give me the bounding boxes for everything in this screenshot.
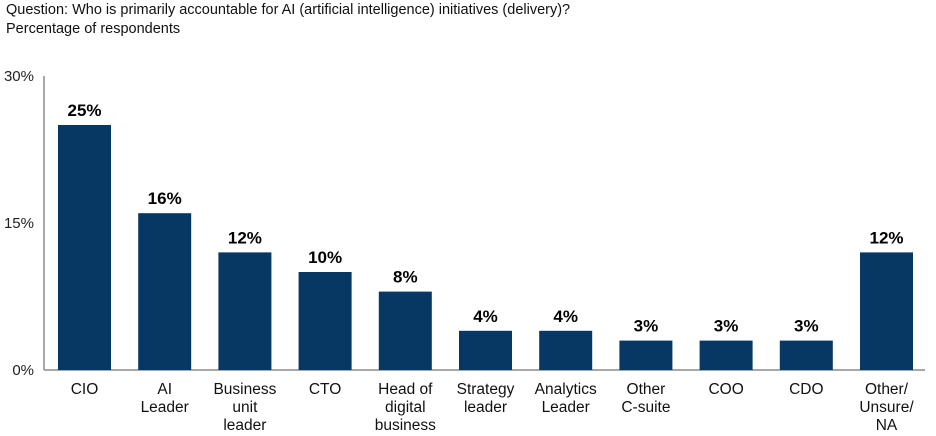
x-tick-label-line: NA bbox=[876, 417, 898, 434]
x-tick-label-line: Head of bbox=[378, 381, 433, 398]
x-tick-label-line: COO bbox=[708, 381, 743, 398]
bar bbox=[298, 272, 352, 370]
data-label: 3% bbox=[714, 317, 739, 336]
chart-subtitle: Percentage of respondents bbox=[6, 21, 181, 37]
bar bbox=[218, 252, 272, 370]
data-label: 12% bbox=[869, 228, 903, 247]
x-tick-label-line: leader bbox=[223, 417, 266, 434]
x-tick-label-line: Leader bbox=[542, 399, 590, 416]
x-tick-label: Strategy leader bbox=[457, 381, 515, 416]
bar bbox=[779, 340, 833, 370]
data-label: 16% bbox=[148, 189, 182, 208]
x-tick-label: CTO bbox=[309, 381, 341, 398]
x-tick-label-line: CTO bbox=[309, 381, 341, 398]
x-tick-label-line: Leader bbox=[141, 399, 189, 416]
chart-question: Question: Who is primarily accountable f… bbox=[6, 2, 571, 18]
x-tick-label-line: CDO bbox=[789, 381, 823, 398]
x-tick-label-line: C-suite bbox=[621, 399, 670, 416]
x-tick-label: Other/Unsure/NA bbox=[859, 381, 914, 434]
x-tick-label-line: Other bbox=[627, 381, 666, 398]
y-tick-label: 30% bbox=[4, 68, 34, 85]
data-label: 4% bbox=[473, 307, 498, 326]
data-label: 12% bbox=[228, 228, 262, 247]
x-tick-label: CIO bbox=[71, 381, 99, 398]
x-tick-label: AI Leader bbox=[141, 381, 189, 416]
x-tick-label: COO bbox=[708, 381, 743, 398]
bar bbox=[58, 125, 111, 370]
x-tick-label: Business unit leader bbox=[213, 381, 276, 434]
x-tick-label-line: AI bbox=[157, 381, 172, 398]
x-tick-label: Head of digital business bbox=[375, 381, 436, 434]
y-tick-label: 15% bbox=[4, 215, 34, 232]
x-tick-label-line: unit bbox=[232, 399, 258, 416]
x-tick-label-line: Unsure/ bbox=[859, 399, 914, 416]
bar bbox=[699, 340, 753, 370]
x-tick-label-line: Business bbox=[213, 381, 276, 398]
y-tick-label: 0% bbox=[12, 362, 34, 379]
x-tick-label: CDO bbox=[789, 381, 823, 398]
bar bbox=[378, 291, 432, 370]
x-tick-label-line: business bbox=[375, 417, 436, 434]
bar bbox=[138, 213, 192, 370]
data-label: 25% bbox=[67, 101, 101, 120]
bar bbox=[459, 330, 512, 370]
data-label: 4% bbox=[553, 307, 578, 326]
x-tick-label-line: CIO bbox=[71, 381, 99, 398]
data-label: 8% bbox=[393, 268, 418, 287]
data-label: 3% bbox=[634, 317, 659, 336]
x-tick-label-line: Strategy bbox=[457, 381, 515, 398]
x-tick-label-line: Other/ bbox=[865, 381, 909, 398]
data-label: 10% bbox=[308, 248, 342, 267]
bar bbox=[860, 252, 913, 370]
x-tick-label-line: Analytics bbox=[535, 381, 597, 398]
x-tick-label: Other C-suite bbox=[621, 381, 670, 416]
x-tick-label: Analytics Leader bbox=[535, 381, 597, 416]
bar bbox=[539, 330, 593, 370]
x-tick-label-line: digital bbox=[385, 399, 426, 416]
x-tick-label-line: leader bbox=[464, 399, 507, 416]
data-label: 3% bbox=[794, 317, 819, 336]
bar bbox=[619, 340, 673, 370]
